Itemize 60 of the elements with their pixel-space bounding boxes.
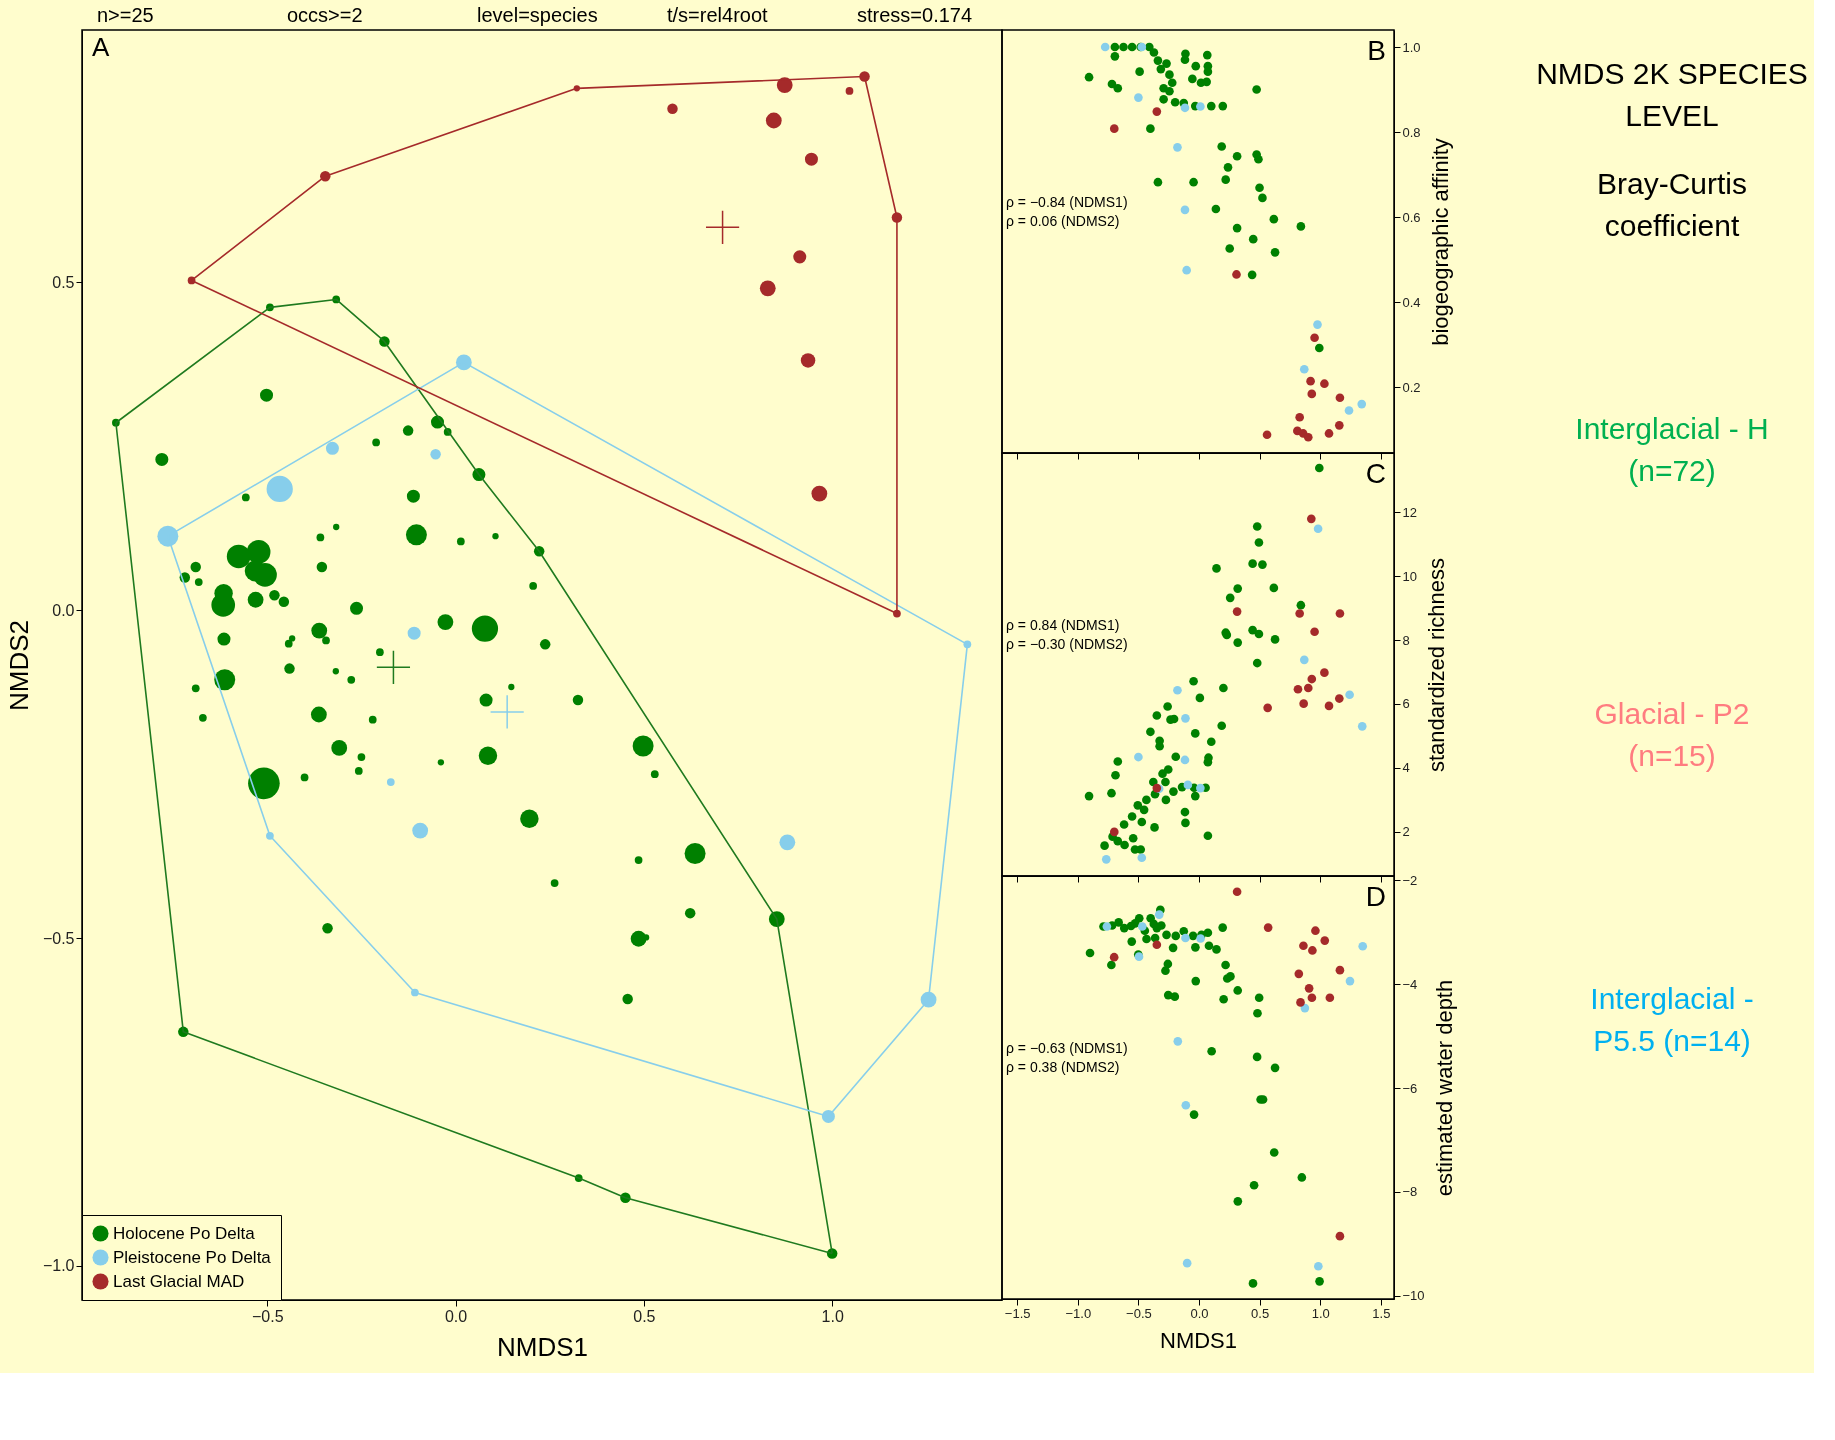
x-tick-label: −0.5 <box>251 1307 284 1325</box>
text: stress=0.174 <box>857 4 973 26</box>
x-tick-label: 1.0 <box>1311 1305 1330 1321</box>
annotation: ρ = −0.63 (NDMS1) <box>1006 1040 1128 1057</box>
text: level=species <box>477 4 598 26</box>
y-tick-label: 12 <box>1402 504 1417 520</box>
y-tick-label: 0.6 <box>1402 209 1421 225</box>
y-tick-label: 2 <box>1402 824 1410 840</box>
legend-label: Last Glacial MAD <box>113 1271 245 1291</box>
text: Bray-Curtis coefficient <box>1596 167 1748 242</box>
y-tick-label: −10 <box>1402 1288 1425 1304</box>
y-tick-label: −4 <box>1402 976 1418 992</box>
x-tick-label: 0.5 <box>1251 1305 1270 1321</box>
y-tick-label: 0.5 <box>52 273 75 291</box>
y-tick-label: 10 <box>1402 568 1417 584</box>
y-tick-label: −1.0 <box>42 1257 75 1275</box>
legend-label: Holocene Po Delta <box>113 1223 256 1243</box>
y-axis-title: estimated water depth <box>1431 979 1457 1197</box>
text: t/s=rel4root <box>667 4 769 26</box>
y-tick-label: −6 <box>1402 1080 1418 1096</box>
annotation: ρ = 0.84 (NDMS1) <box>1006 617 1120 634</box>
legend-label: Interglacial - P5.5 (n=14) <box>1590 982 1754 1057</box>
text: NMDS 2K SPECIES LEVEL <box>1536 57 1808 132</box>
y-tick-label: 1.0 <box>1402 39 1421 55</box>
y-axis-title: standardized richness <box>1423 557 1449 773</box>
annotation: ρ = −0.30 (NDMS2) <box>1006 636 1128 653</box>
annotation: ρ = −0.84 (NDMS1) <box>1006 194 1128 211</box>
annotation: B <box>1367 35 1386 66</box>
x-tick-label: 1.5 <box>1372 1305 1391 1321</box>
annotation: A <box>92 32 110 62</box>
legend-label: Interglacial - H (n=72) <box>1575 412 1769 487</box>
x-axis-title: NMDS1 <box>496 1331 589 1362</box>
text: occs>=2 <box>287 4 363 26</box>
x-tick-label: −1.5 <box>1004 1305 1031 1321</box>
annotation: ρ = 0.06 (NDMS2) <box>1006 213 1120 230</box>
y-axis-title: NMDS2 <box>3 619 34 712</box>
y-tick-label: −2 <box>1402 872 1418 888</box>
x-tick-label: −1.0 <box>1065 1305 1092 1321</box>
legend-label: Pleistocene Po Delta <box>113 1247 272 1267</box>
y-tick-label: 0.4 <box>1402 294 1421 310</box>
x-tick-label: 0.0 <box>1190 1305 1209 1321</box>
x-axis-title: NMDS1 <box>1159 1327 1238 1353</box>
y-axis-title: biogeographic affinity <box>1427 138 1453 346</box>
y-tick-label: 6 <box>1402 696 1410 712</box>
y-tick-label: −8 <box>1402 1184 1418 1200</box>
y-tick-label: 4 <box>1402 760 1410 776</box>
x-tick-label: 1.0 <box>821 1307 844 1325</box>
annotation: C <box>1365 458 1386 489</box>
y-tick-label: 0.8 <box>1402 124 1421 140</box>
x-tick-label: 0.5 <box>633 1307 656 1325</box>
annotation: D <box>1365 881 1386 912</box>
y-tick-label: −0.5 <box>42 929 75 947</box>
x-tick-label: 0.0 <box>444 1307 468 1325</box>
legend-label: Glacial - P2 (n=15) <box>1594 697 1750 772</box>
text: n>=25 <box>97 4 154 26</box>
annotation: ρ = 0.38 (NDMS2) <box>1006 1059 1120 1076</box>
y-tick-label: 0.0 <box>52 601 75 619</box>
y-tick-label: 8 <box>1402 632 1410 648</box>
x-tick-label: −0.5 <box>1126 1305 1152 1321</box>
y-tick-label: 0.2 <box>1402 379 1421 395</box>
